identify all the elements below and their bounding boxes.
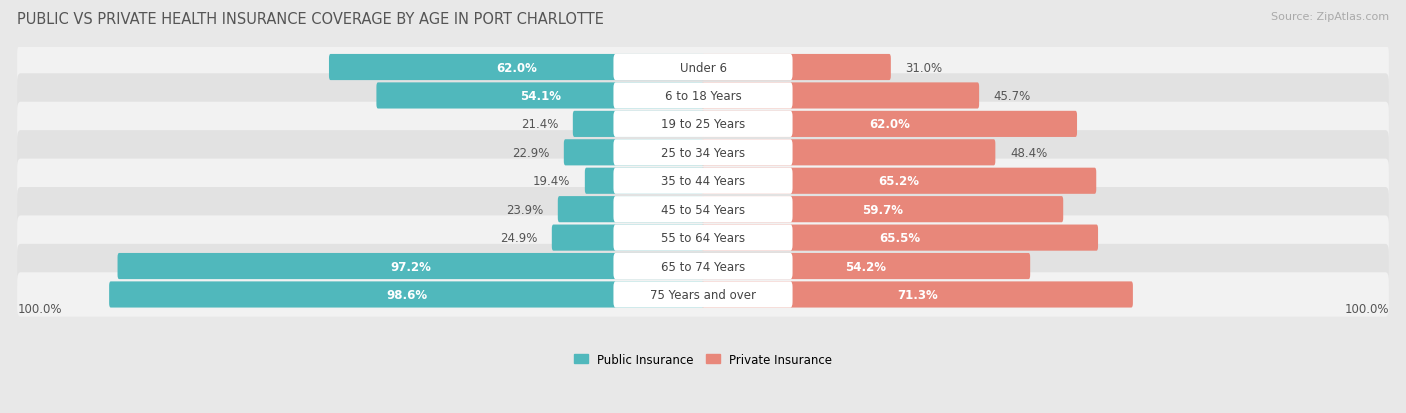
FancyBboxPatch shape (585, 168, 704, 195)
FancyBboxPatch shape (613, 140, 793, 166)
Text: 97.2%: 97.2% (391, 260, 432, 273)
Text: 23.9%: 23.9% (506, 203, 543, 216)
FancyBboxPatch shape (17, 188, 1389, 232)
FancyBboxPatch shape (613, 225, 793, 251)
Text: 25 to 34 Years: 25 to 34 Years (661, 147, 745, 159)
FancyBboxPatch shape (558, 197, 704, 223)
Text: 24.9%: 24.9% (499, 232, 537, 244)
FancyBboxPatch shape (17, 102, 1389, 147)
FancyBboxPatch shape (613, 55, 793, 81)
FancyBboxPatch shape (702, 112, 1077, 138)
FancyBboxPatch shape (17, 273, 1389, 317)
FancyBboxPatch shape (702, 253, 1031, 280)
FancyBboxPatch shape (702, 83, 979, 109)
Text: 98.6%: 98.6% (387, 288, 427, 301)
FancyBboxPatch shape (702, 282, 1133, 308)
Text: 21.4%: 21.4% (520, 118, 558, 131)
Text: PUBLIC VS PRIVATE HEALTH INSURANCE COVERAGE BY AGE IN PORT CHARLOTTE: PUBLIC VS PRIVATE HEALTH INSURANCE COVER… (17, 12, 603, 27)
Text: 59.7%: 59.7% (862, 203, 903, 216)
FancyBboxPatch shape (118, 253, 704, 280)
Text: 35 to 44 Years: 35 to 44 Years (661, 175, 745, 188)
FancyBboxPatch shape (110, 282, 704, 308)
FancyBboxPatch shape (613, 197, 793, 223)
FancyBboxPatch shape (17, 74, 1389, 119)
FancyBboxPatch shape (17, 131, 1389, 175)
Text: 65 to 74 Years: 65 to 74 Years (661, 260, 745, 273)
FancyBboxPatch shape (572, 112, 704, 138)
FancyBboxPatch shape (17, 46, 1389, 90)
Text: 100.0%: 100.0% (1344, 302, 1389, 315)
FancyBboxPatch shape (17, 216, 1389, 260)
FancyBboxPatch shape (17, 244, 1389, 289)
Legend: Public Insurance, Private Insurance: Public Insurance, Private Insurance (569, 349, 837, 371)
FancyBboxPatch shape (613, 168, 793, 195)
Text: Source: ZipAtlas.com: Source: ZipAtlas.com (1271, 12, 1389, 22)
Text: 65.2%: 65.2% (879, 175, 920, 188)
FancyBboxPatch shape (17, 159, 1389, 204)
FancyBboxPatch shape (702, 197, 1063, 223)
FancyBboxPatch shape (702, 225, 1098, 251)
Text: 71.3%: 71.3% (897, 288, 938, 301)
Text: 55 to 64 Years: 55 to 64 Years (661, 232, 745, 244)
FancyBboxPatch shape (377, 83, 704, 109)
Text: 31.0%: 31.0% (905, 62, 942, 74)
Text: 45.7%: 45.7% (994, 90, 1031, 103)
Text: 54.2%: 54.2% (845, 260, 886, 273)
Text: 75 Years and over: 75 Years and over (650, 288, 756, 301)
Text: 6 to 18 Years: 6 to 18 Years (665, 90, 741, 103)
Text: 62.0%: 62.0% (496, 62, 537, 74)
Text: 54.1%: 54.1% (520, 90, 561, 103)
Text: 19 to 25 Years: 19 to 25 Years (661, 118, 745, 131)
FancyBboxPatch shape (564, 140, 704, 166)
Text: 100.0%: 100.0% (17, 302, 62, 315)
FancyBboxPatch shape (613, 253, 793, 280)
FancyBboxPatch shape (702, 168, 1097, 195)
Text: 19.4%: 19.4% (533, 175, 569, 188)
FancyBboxPatch shape (702, 55, 891, 81)
FancyBboxPatch shape (613, 83, 793, 109)
Text: 48.4%: 48.4% (1010, 147, 1047, 159)
FancyBboxPatch shape (329, 55, 704, 81)
Text: 45 to 54 Years: 45 to 54 Years (661, 203, 745, 216)
FancyBboxPatch shape (551, 225, 704, 251)
FancyBboxPatch shape (702, 140, 995, 166)
Text: 65.5%: 65.5% (879, 232, 921, 244)
Text: 62.0%: 62.0% (869, 118, 910, 131)
Text: 22.9%: 22.9% (512, 147, 550, 159)
Text: Under 6: Under 6 (679, 62, 727, 74)
FancyBboxPatch shape (613, 282, 793, 308)
FancyBboxPatch shape (613, 112, 793, 138)
